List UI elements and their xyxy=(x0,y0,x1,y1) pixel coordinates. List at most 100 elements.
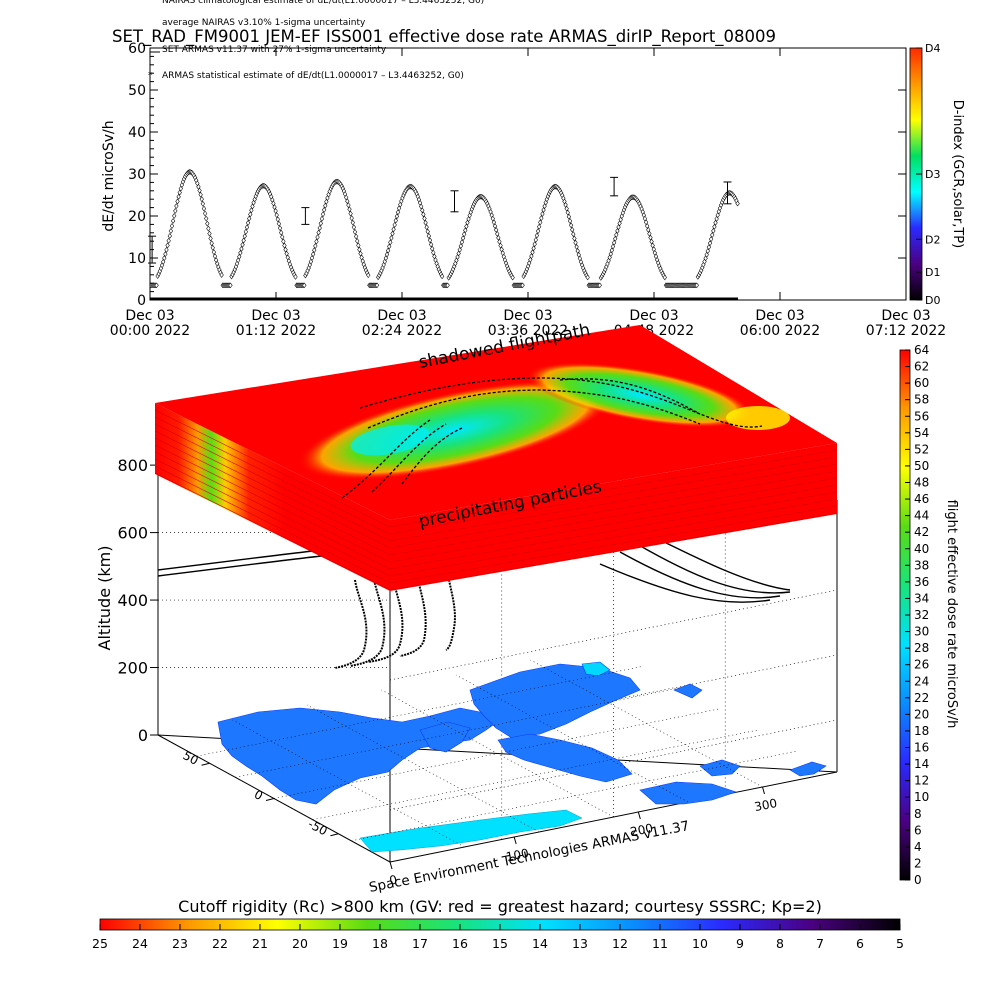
data-point xyxy=(568,222,574,229)
dindex-label: D-index (GCR,solar,TP) xyxy=(950,100,965,248)
data-point xyxy=(346,202,351,208)
legend-note: NAIRAS climatological estimate of dE/dt(… xyxy=(162,0,484,6)
data-point xyxy=(243,228,249,235)
data-point xyxy=(169,223,175,229)
data-point xyxy=(168,228,174,234)
dose-layer-slab-right xyxy=(390,506,837,591)
data-point xyxy=(456,250,461,257)
data-point xyxy=(349,215,354,221)
dose-rate-tick-label: 16 xyxy=(914,741,929,755)
data-point xyxy=(170,218,176,224)
data-point xyxy=(564,205,569,212)
slab-edge xyxy=(154,472,391,591)
data-point xyxy=(163,251,168,257)
data-point xyxy=(735,200,740,207)
slab-edge xyxy=(389,463,838,542)
dose-rate-chart: SET_RAD_FM9001 JEM-EF ISS001 effective d… xyxy=(101,0,965,339)
data-point xyxy=(430,245,435,252)
data-point xyxy=(277,225,283,232)
rigidity-tick-label: 14 xyxy=(532,936,548,951)
data-point xyxy=(201,205,207,212)
y-tick-label: 60 xyxy=(128,41,146,57)
data-point xyxy=(492,223,498,229)
error-bar xyxy=(723,181,732,205)
data-point xyxy=(423,219,428,226)
data-point xyxy=(393,217,398,224)
data-point xyxy=(279,229,284,236)
x-tick-label-date: Dec 03 xyxy=(755,308,804,324)
data-point xyxy=(366,272,371,279)
altitude-tick-label: 200 xyxy=(117,659,148,678)
slab-edge xyxy=(389,498,838,577)
data-point xyxy=(178,185,183,192)
dose-rate-tick-label: 44 xyxy=(914,509,929,523)
dose-rate-tick-label: 26 xyxy=(914,658,929,672)
dose-layer-slab-left xyxy=(155,452,390,577)
data-point xyxy=(198,191,203,198)
rigidity-tick-label: 10 xyxy=(692,936,708,951)
latitude-tick xyxy=(201,762,210,766)
data-point xyxy=(530,249,535,256)
slab-edge xyxy=(389,505,838,584)
data-point xyxy=(164,247,169,253)
dose-rate-tick-label: 52 xyxy=(914,442,929,456)
dose-rate-tick-label: 8 xyxy=(914,807,922,821)
data-point xyxy=(396,205,402,212)
data-point xyxy=(245,220,251,226)
data-point xyxy=(162,255,167,261)
dose-layer-slab-left xyxy=(155,466,390,591)
dose-rate-tick-label: 6 xyxy=(914,823,922,837)
data-point xyxy=(510,274,515,281)
data-point xyxy=(176,193,181,200)
data-point xyxy=(274,212,279,218)
rigidity-tick-label: 18 xyxy=(372,936,388,951)
slab-edge xyxy=(389,484,838,563)
data-point xyxy=(424,224,429,231)
longitude-grid-line xyxy=(381,689,614,818)
data-point xyxy=(392,222,397,228)
x-tick-label-date: Dec 03 xyxy=(377,308,426,324)
longitude-grid-line xyxy=(455,674,689,803)
data-point xyxy=(353,233,359,240)
data-point xyxy=(314,238,319,245)
error-bar xyxy=(610,176,619,197)
data-point xyxy=(209,240,214,247)
data-point xyxy=(394,213,400,220)
altitude-tick-label: 400 xyxy=(117,591,148,610)
slab-edge xyxy=(154,430,391,549)
data-point xyxy=(242,233,247,240)
dose-rate-series xyxy=(150,169,740,289)
data-point xyxy=(459,239,465,245)
altitude-axis: 0 200 400 600 800 xyxy=(117,456,158,745)
x-tick-label-date: Dec 03 xyxy=(629,308,678,324)
latitude-tick-label: -50 xyxy=(306,817,330,839)
y-axis-label: dE/dt microSv/h xyxy=(101,120,117,231)
dose-layer-slab-left xyxy=(155,410,390,535)
x-tick-label-date: Dec 03 xyxy=(125,308,174,324)
data-point xyxy=(281,238,286,245)
dose-rate-colorbar-label: flight effective dose rate microSv/h xyxy=(944,500,959,729)
dose-rate-tick-label: 10 xyxy=(914,790,929,804)
dose-layer-yellow-spot xyxy=(726,406,790,430)
dose-rate-tick-label: 38 xyxy=(914,558,929,572)
dose-rate-tick-label: 54 xyxy=(914,426,929,440)
dose-layer-slab-right xyxy=(390,457,837,542)
data-point xyxy=(613,235,618,242)
cutoff-rigidity-ticks: 25 24 23 22 21 20 19 18 17 16 15 14 13 12 11 10 9 8 7 6 5 xyxy=(92,924,904,951)
data-point xyxy=(439,273,445,280)
x-tick-label-time: 02:24 2022 xyxy=(362,323,442,339)
data-point xyxy=(293,274,298,280)
data-point xyxy=(542,203,547,210)
data-point xyxy=(309,255,315,261)
data-point xyxy=(321,207,327,213)
data-point xyxy=(647,230,652,237)
data-point xyxy=(276,220,282,227)
map-grid xyxy=(196,659,799,848)
longitude-grid-line xyxy=(530,659,763,788)
dose-layer-slab-right xyxy=(390,478,837,563)
data-point xyxy=(212,253,218,260)
data-point xyxy=(208,235,213,242)
dose-layer-slab-left xyxy=(155,431,390,556)
dose-rate-tick-label: 58 xyxy=(914,393,929,407)
